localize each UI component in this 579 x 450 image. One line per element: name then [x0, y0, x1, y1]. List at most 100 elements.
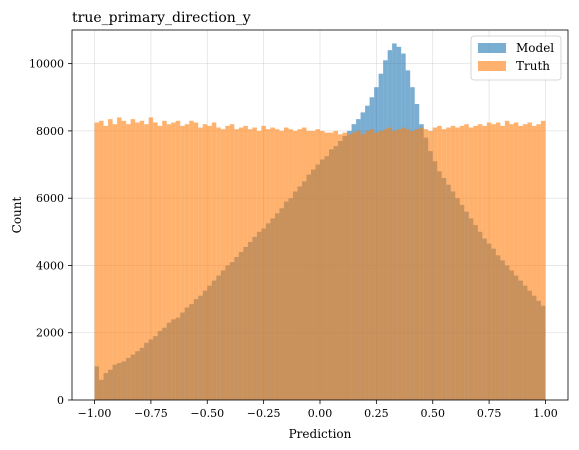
truth-bar: [180, 125, 185, 400]
truth-bar: [108, 119, 113, 401]
x-tick-label: 1.00: [533, 407, 558, 420]
y-axis-label: Count: [10, 196, 24, 233]
truth-bar: [414, 129, 420, 400]
truth-bar: [288, 129, 293, 400]
truth-bar: [495, 122, 501, 400]
truth-bar: [238, 127, 244, 400]
truth-bar: [383, 129, 388, 400]
truth-bar: [117, 117, 122, 401]
truth-bar: [405, 129, 411, 400]
truth-bar: [202, 124, 208, 400]
y-tick-label: 0: [57, 394, 64, 407]
y-tick-label: 8000: [36, 125, 64, 138]
truth-bar: [139, 120, 145, 401]
truth-bar: [450, 125, 456, 400]
truth-bar: [157, 125, 163, 400]
truth-bar: [333, 130, 339, 400]
truth-bar: [225, 125, 230, 400]
truth-bar: [378, 130, 384, 400]
truth-bar: [112, 124, 118, 400]
truth-bar: [198, 127, 203, 400]
truth-bar: [509, 124, 514, 400]
truth-bar: [536, 124, 541, 400]
truth-bar: [477, 124, 483, 400]
truth-bar: [518, 125, 523, 400]
truth-bar: [207, 125, 212, 400]
truth-bar: [292, 130, 298, 400]
truth-bar: [193, 122, 199, 400]
truth-bar: [121, 120, 127, 401]
truth-bar: [347, 134, 352, 401]
truth-bar: [261, 125, 266, 400]
truth-bar: [428, 130, 433, 400]
truth-bar: [482, 125, 487, 400]
truth-bar: [234, 129, 239, 400]
legend: Model Truth: [470, 35, 562, 81]
truth-bar: [306, 130, 311, 400]
truth-bar: [229, 124, 235, 400]
truth-bar: [437, 125, 442, 400]
truth-bar: [392, 130, 397, 400]
truth-bar: [446, 127, 451, 400]
truth-bar: [396, 129, 402, 400]
truth-bar: [130, 119, 136, 401]
y-tick-label: 2000: [36, 327, 64, 340]
truth-bar: [527, 122, 532, 400]
y-tick-label: 10000: [29, 58, 64, 71]
y-axis-ticks: 0 2000 4000 6000 8000 10000: [29, 58, 72, 407]
truth-bar: [175, 120, 181, 401]
truth-bar: [441, 129, 447, 400]
truth-bar: [365, 130, 370, 400]
truth-bar: [468, 127, 474, 400]
truth-bar: [540, 120, 546, 401]
legend-label-model: Model: [516, 41, 554, 55]
truth-bar: [459, 125, 465, 400]
truth-bar: [153, 122, 158, 400]
truth-bar: [455, 127, 460, 400]
truth-bar: [387, 127, 393, 400]
truth-bar: [356, 130, 361, 400]
truth-bar: [243, 125, 248, 400]
truth-bar: [423, 129, 429, 400]
truth-bar: [486, 122, 492, 400]
x-tick-label: −0.50: [190, 407, 224, 420]
truth-bar: [320, 130, 325, 400]
truth-bar: [220, 129, 226, 400]
truth-bar: [401, 127, 406, 400]
truth-bar: [94, 122, 100, 400]
truth-bar: [247, 129, 253, 400]
truth-bar: [256, 130, 262, 400]
truth-bar: [135, 122, 140, 400]
truth-bar: [504, 120, 510, 401]
truth-bar: [189, 120, 194, 401]
truth-bar: [491, 124, 496, 400]
truth-bar: [103, 125, 109, 400]
legend-label-truth: Truth: [516, 59, 550, 73]
truth-bar: [99, 120, 104, 401]
x-tick-label: 0.50: [420, 407, 445, 420]
truth-bar: [184, 124, 190, 400]
chart-title: true_primary_direction_y: [72, 10, 251, 26]
truth-bar: [166, 124, 172, 400]
truth-bar: [252, 127, 257, 400]
truth-bar: [301, 127, 307, 400]
x-tick-label: −0.25: [247, 407, 281, 420]
truth-bar: [216, 127, 221, 400]
x-tick-label: 0.25: [364, 407, 389, 420]
truth-series: [94, 117, 546, 401]
x-tick-label: 0.00: [308, 407, 333, 420]
truth-bar: [270, 127, 275, 400]
truth-bar: [513, 122, 519, 400]
y-tick-label: 6000: [36, 192, 64, 205]
y-tick-label: 4000: [36, 259, 64, 272]
truth-bar: [410, 130, 415, 400]
truth-bar: [351, 132, 357, 400]
truth-bar: [315, 129, 320, 400]
truth-bar: [338, 134, 343, 401]
truth-bar: [419, 127, 424, 400]
truth-bar: [283, 127, 289, 400]
truth-bar: [265, 129, 271, 400]
truth-bar: [374, 132, 379, 400]
truth-bar: [211, 122, 217, 400]
x-tick-label: 0.75: [477, 407, 502, 420]
